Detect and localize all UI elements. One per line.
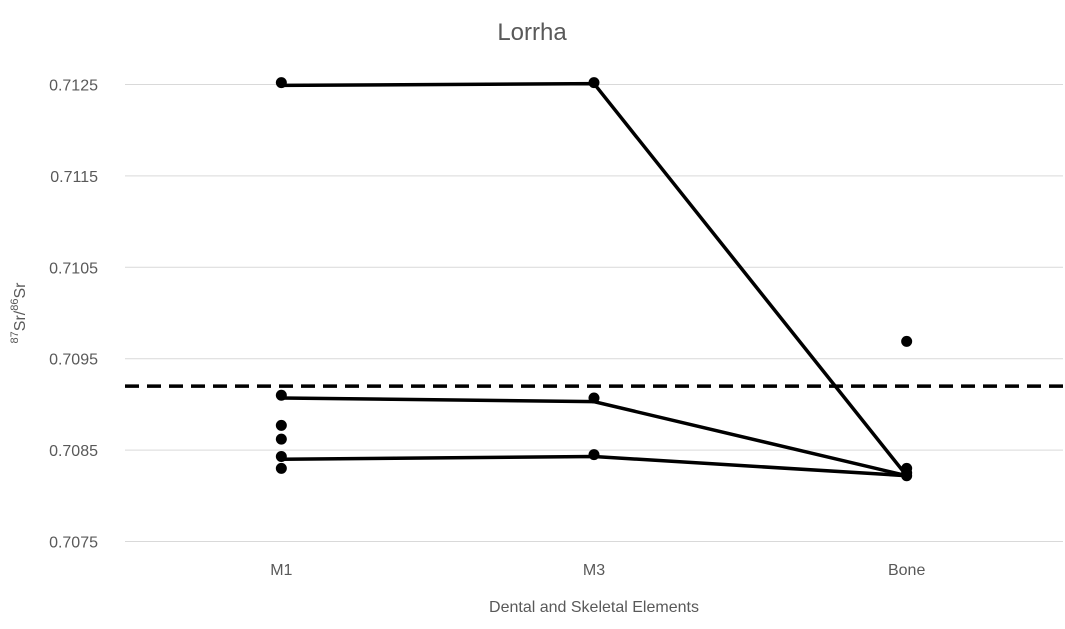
data-point: [588, 449, 600, 461]
data-point: [275, 389, 287, 401]
data-point: [588, 392, 600, 404]
x-axis-ticks: M1 M3 Bone: [270, 562, 925, 579]
data-point: [275, 419, 287, 431]
y-tick-label: 0.7115: [50, 169, 98, 186]
y-tick-label: 0.7095: [49, 352, 98, 369]
data-point: [901, 335, 913, 347]
data-point: [275, 450, 287, 462]
data-point: [275, 462, 287, 474]
x-axis-label: Dental and Skeletal Elements: [489, 599, 699, 616]
series-lines: [281, 81, 909, 478]
y-tick-label: 0.7085: [49, 443, 98, 460]
y-tick-label: 0.7075: [49, 535, 98, 552]
x-tick-label: M3: [583, 562, 605, 579]
y-axis-label-sup2: 86: [9, 299, 21, 311]
data-point: [275, 77, 287, 89]
y-axis-label-base2: Sr: [12, 282, 29, 299]
data-point: [588, 77, 600, 89]
series-line: [281, 81, 909, 477]
data-point: [275, 433, 287, 445]
data-points: [275, 77, 913, 482]
chart-title: Lorrha: [497, 19, 567, 46]
x-tick-label: M1: [270, 562, 292, 579]
x-tick-label: Bone: [888, 562, 925, 579]
y-axis-ticks: 0.7075 0.7085 0.7095 0.7105 0.7115 0.7125: [49, 78, 98, 552]
series-line: [281, 396, 908, 478]
data-point: [901, 470, 913, 482]
y-tick-label: 0.7105: [49, 260, 98, 277]
y-axis-label-base1: Sr/: [12, 310, 29, 331]
y-axis-label-sup1: 87: [9, 331, 21, 343]
gridlines: [125, 84, 1063, 542]
y-tick-label: 0.7125: [49, 78, 98, 95]
y-axis-label: 87Sr/86Sr: [9, 282, 29, 344]
